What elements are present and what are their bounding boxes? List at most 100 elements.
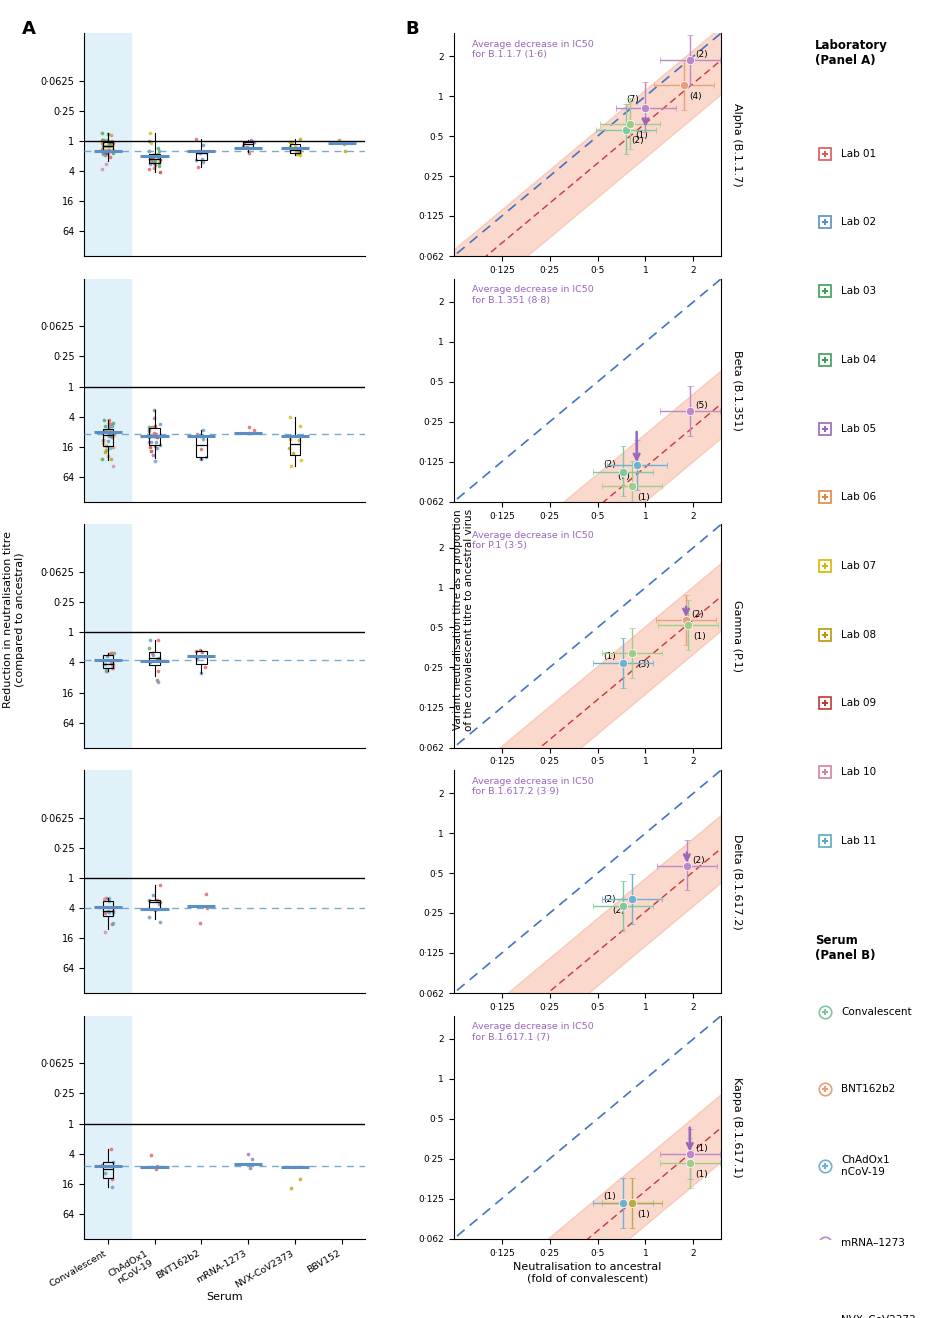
Point <box>105 455 120 476</box>
Point <box>148 435 163 456</box>
Text: (2): (2) <box>604 895 616 904</box>
Point <box>104 132 119 153</box>
Point <box>98 654 113 675</box>
Bar <box>290 144 300 153</box>
Point <box>196 152 211 173</box>
Point <box>143 154 158 175</box>
Point <box>102 424 117 445</box>
Text: (2): (2) <box>631 137 644 145</box>
Point <box>97 921 112 942</box>
Point <box>95 159 110 181</box>
Point <box>98 153 113 174</box>
Point <box>142 431 157 452</box>
Point <box>144 148 159 169</box>
Point <box>101 132 116 153</box>
Point <box>241 422 256 443</box>
Point <box>242 1157 257 1178</box>
Text: Lab 06: Lab 06 <box>841 492 876 502</box>
Point <box>194 448 209 469</box>
Point <box>144 431 159 452</box>
Point <box>102 426 117 447</box>
Point <box>196 134 211 156</box>
Point <box>99 136 114 157</box>
Point <box>99 659 114 680</box>
Point <box>288 141 303 162</box>
Point <box>291 142 306 163</box>
Text: Serum
(Panel B): Serum (Panel B) <box>815 934 875 962</box>
Point <box>145 645 160 666</box>
Point <box>97 144 112 165</box>
Bar <box>197 152 207 159</box>
Y-axis label: Beta (B.1.351): Beta (B.1.351) <box>733 349 742 431</box>
Text: (2): (2) <box>693 855 705 865</box>
Point <box>153 414 168 435</box>
Point <box>153 892 168 913</box>
Point <box>148 150 163 171</box>
Point <box>241 1143 256 1164</box>
Point <box>95 136 110 157</box>
Point <box>102 887 117 908</box>
Point <box>142 426 157 447</box>
Point <box>199 898 214 919</box>
Text: Average decrease in IC50
for B.1.617.1 (7): Average decrease in IC50 for B.1.617.1 (… <box>473 1023 594 1041</box>
Point <box>153 874 168 895</box>
Point <box>102 413 117 434</box>
Point <box>148 423 163 444</box>
Text: (2): (2) <box>604 460 616 469</box>
Point <box>104 136 119 157</box>
Text: A: A <box>22 20 37 37</box>
Point <box>289 144 304 165</box>
Point <box>106 140 121 161</box>
Point <box>153 912 168 933</box>
Bar <box>84 770 131 994</box>
Point <box>97 415 112 436</box>
Text: Laboratory
(Panel A): Laboratory (Panel A) <box>815 40 888 67</box>
Point <box>293 415 308 436</box>
Point <box>100 420 115 442</box>
Point <box>145 884 160 905</box>
Point <box>150 660 165 681</box>
Text: (7): (7) <box>617 472 630 481</box>
Point <box>150 148 165 169</box>
Text: Convalescent: Convalescent <box>841 1007 912 1017</box>
Point <box>189 149 204 170</box>
Point <box>141 890 156 911</box>
Point <box>145 149 160 170</box>
Text: Lab 04: Lab 04 <box>841 355 876 365</box>
Point <box>142 629 157 650</box>
Point <box>193 426 208 447</box>
Point <box>149 670 164 691</box>
Point <box>142 638 157 659</box>
Point <box>106 656 121 677</box>
Point <box>197 656 212 677</box>
Point <box>105 913 120 934</box>
Point <box>103 652 118 673</box>
Point <box>101 423 116 444</box>
Point <box>106 655 121 676</box>
Point <box>95 448 110 469</box>
Text: (2): (2) <box>695 50 708 59</box>
Point <box>198 445 213 467</box>
Point <box>243 129 258 150</box>
Point <box>101 413 116 434</box>
Point <box>95 138 110 159</box>
Point <box>104 422 119 443</box>
Point <box>106 424 121 445</box>
Text: (5): (5) <box>695 402 709 410</box>
Text: (1): (1) <box>636 130 649 140</box>
Point <box>147 154 162 175</box>
Point <box>153 434 168 455</box>
Point <box>103 420 118 442</box>
Point <box>152 894 167 915</box>
Point <box>148 426 163 447</box>
Point <box>145 642 160 663</box>
Point <box>150 890 165 911</box>
Point <box>104 1137 119 1159</box>
Point <box>149 1155 164 1176</box>
Point <box>95 144 110 165</box>
Point <box>96 888 111 909</box>
Text: Average decrease in IC50
for B.1.617.2 (3·9): Average decrease in IC50 for B.1.617.2 (… <box>473 776 594 796</box>
Point <box>149 1159 164 1180</box>
Point <box>151 648 166 670</box>
Point <box>101 409 116 430</box>
